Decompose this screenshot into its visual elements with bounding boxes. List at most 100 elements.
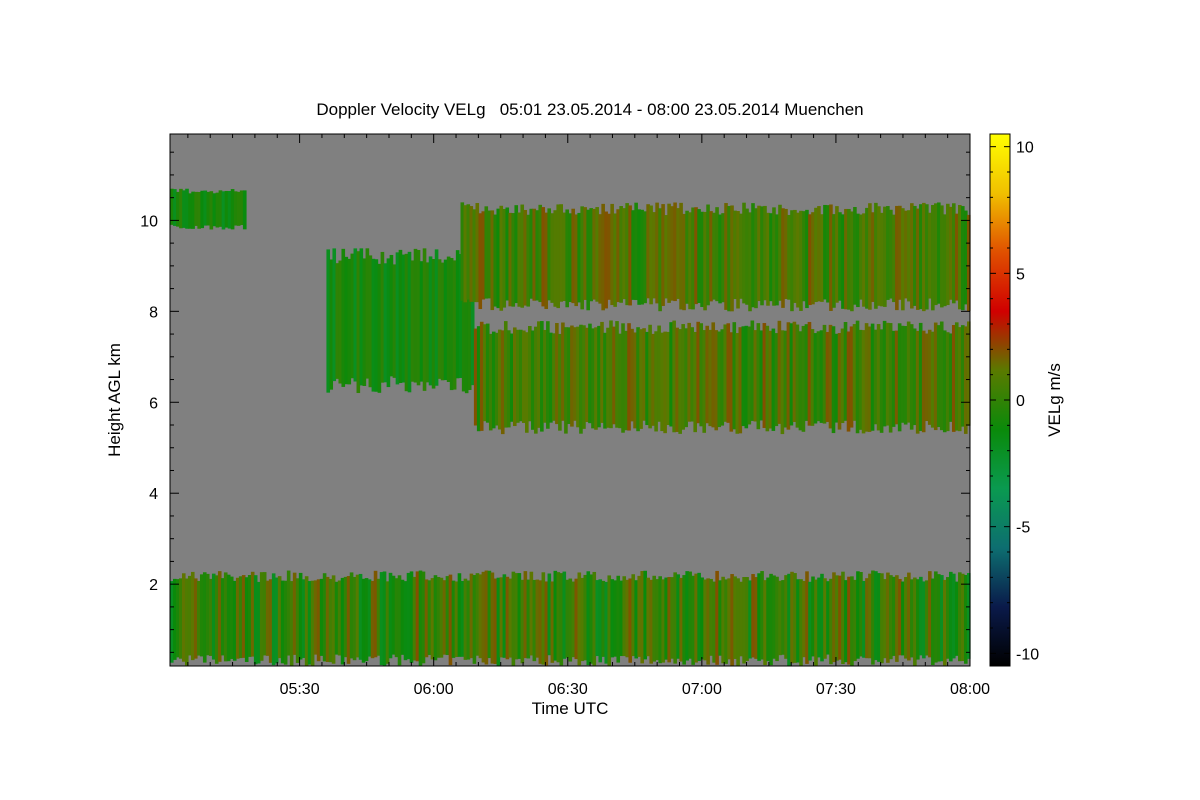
heatmap-cell: [475, 203, 480, 303]
heatmap-cell: [876, 324, 881, 431]
heatmap-cell: [526, 579, 531, 659]
heatmap-cell: [879, 329, 884, 433]
heatmap-cell: [199, 574, 204, 657]
heatmap-cell: [448, 574, 453, 666]
heatmap-cell: [379, 572, 384, 666]
heatmap-cell: [334, 581, 339, 655]
heatmap-cell: [844, 580, 848, 663]
heatmap-cell: [945, 332, 950, 432]
heatmap-cell: [500, 330, 505, 435]
heatmap-cell: [919, 576, 923, 656]
heatmap-cell: [541, 572, 546, 665]
heatmap-cell: [772, 207, 776, 306]
heatmap-cell: [919, 204, 923, 310]
heatmap-cell: [191, 191, 195, 229]
heatmap-cell: [721, 213, 725, 303]
heatmap-cell: [808, 214, 812, 306]
heatmap-cell: [170, 581, 174, 663]
heatmap-cell: [853, 579, 857, 662]
heatmap-cell: [568, 213, 572, 303]
heatmap-cell: [371, 258, 376, 392]
heatmap-cell: [739, 213, 743, 299]
heatmap-cell: [639, 329, 643, 429]
heatmap-cell: [250, 571, 255, 657]
heatmap-cell: [496, 208, 501, 309]
heatmap-cell: [506, 330, 511, 428]
heatmap-cell: [769, 213, 773, 302]
heatmap-cell: [849, 326, 854, 428]
heatmap-cell: [538, 204, 543, 303]
heatmap-cell: [472, 575, 477, 664]
heatmap-cell: [403, 581, 408, 661]
heatmap-cell: [831, 326, 836, 434]
heatmap-cell: [930, 331, 935, 428]
heatmap-cell: [487, 210, 492, 299]
heatmap-cell: [419, 261, 424, 382]
heatmap-cell: [907, 210, 911, 302]
chart-title: Doppler Velocity VELg 05:01 23.05.2014 -…: [316, 100, 863, 119]
heatmap-cell: [445, 576, 450, 656]
heatmap-cell: [877, 206, 881, 306]
heatmap-cell: [729, 332, 734, 432]
heatmap-cell: [349, 572, 354, 659]
heatmap-cell: [720, 329, 725, 426]
heatmap-cell: [844, 208, 848, 310]
heatmap-cell: [628, 205, 632, 306]
heatmap-cell: [461, 260, 466, 392]
heatmap-cell: [190, 571, 195, 661]
heatmap-cell: [517, 573, 522, 659]
heatmap-cell: [966, 321, 971, 426]
heatmap-cell: [886, 206, 890, 300]
heatmap-cell: [558, 333, 562, 431]
heatmap-cell: [832, 214, 836, 308]
heatmap-cell: [817, 577, 821, 658]
heatmap-cell: [727, 578, 731, 660]
heatmap-cell: [502, 208, 507, 308]
heatmap-cell: [640, 571, 645, 664]
heatmap-cell: [430, 578, 435, 660]
heatmap-cell: [838, 575, 842, 660]
heatmap-cell: [834, 333, 839, 423]
heatmap-cell: [645, 331, 649, 426]
heatmap-cell: [463, 205, 468, 303]
x-tick-label: 07:00: [682, 681, 722, 698]
heatmap-cell: [472, 209, 477, 303]
colorbar-tick-label: -10: [1016, 646, 1039, 663]
heatmap-cell: [946, 203, 950, 306]
colorbar-tick-label: 5: [1016, 266, 1025, 283]
heatmap-cell: [901, 581, 905, 656]
heatmap-cell: [784, 208, 788, 299]
heatmap-cell: [642, 328, 646, 421]
heatmap-cell: [627, 323, 631, 431]
heatmap-cell: [508, 212, 513, 307]
heatmap-cell: [856, 571, 860, 659]
colorbar-tick-label: 10: [1016, 140, 1034, 157]
heatmap-cell: [691, 207, 695, 310]
x-axis: 05:30 06:00 06:30 07:00 07:30 08:00: [187, 134, 990, 698]
heatmap-cell: [335, 263, 340, 379]
heatmap-cell: [211, 573, 216, 660]
heatmap-cell: [170, 188, 174, 225]
heatmap-cell: [514, 573, 519, 660]
heatmap-cell: [550, 213, 555, 303]
heatmap-cell: [509, 333, 514, 422]
heatmap-cell: [277, 576, 282, 659]
y-axis: 2 4 6 8 10: [140, 151, 970, 653]
heatmap-cell: [523, 571, 528, 659]
heatmap-cell: [634, 580, 639, 659]
heatmap-cell: [832, 572, 836, 663]
heatmap-cell: [787, 573, 791, 666]
heatmap-cell: [586, 209, 590, 311]
heatmap-cell: [913, 205, 917, 306]
heatmap-cell: [565, 579, 570, 658]
heatmap-cell: [735, 333, 740, 434]
heatmap-cell: [367, 579, 372, 657]
heatmap-cell: [313, 580, 318, 655]
heatmap-cell: [319, 578, 324, 656]
heatmap-cell: [702, 330, 707, 433]
heatmap-cell: [232, 580, 237, 661]
heatmap-cell: [496, 577, 501, 666]
heatmap-cell: [439, 577, 444, 658]
heatmap-cell: [892, 214, 896, 303]
heatmap-cell: [179, 188, 183, 229]
